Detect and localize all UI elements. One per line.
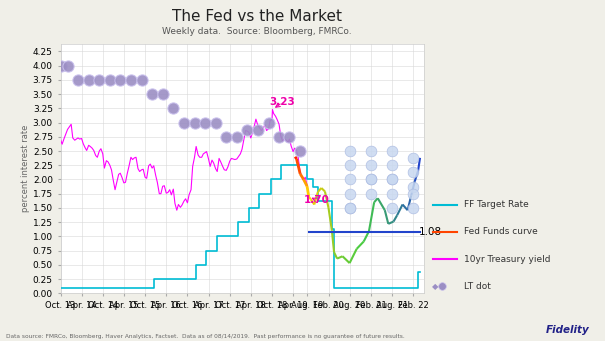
Text: Weekly data.  Source: Bloomberg, FMRCo.: Weekly data. Source: Bloomberg, FMRCo. [162, 27, 352, 36]
Point [387, 205, 397, 211]
Point [387, 177, 397, 182]
Text: ◆: ◆ [433, 282, 439, 291]
Text: 1.08: 1.08 [419, 227, 442, 237]
Point [221, 134, 231, 139]
Text: 1.70: 1.70 [304, 195, 330, 205]
Point [158, 91, 168, 97]
Point [345, 205, 355, 211]
Point [211, 120, 220, 125]
Point [345, 148, 355, 154]
Point [345, 205, 355, 211]
Point [243, 127, 252, 132]
Text: Fidelity: Fidelity [546, 325, 590, 335]
Point [437, 284, 446, 289]
Point [84, 77, 94, 83]
Point [408, 191, 418, 196]
Text: 3.23: 3.23 [270, 98, 295, 107]
Point [264, 120, 273, 125]
Point [387, 177, 397, 182]
Text: Fed Funds curve: Fed Funds curve [464, 227, 538, 236]
Point [126, 77, 136, 83]
Point [284, 134, 294, 139]
Text: FF Target Rate: FF Target Rate [464, 200, 529, 209]
Point [345, 177, 355, 182]
Point [387, 191, 397, 196]
Point [94, 77, 104, 83]
Point [190, 120, 200, 125]
Point [345, 191, 355, 196]
Point [116, 77, 125, 83]
Point [168, 106, 178, 111]
Point [179, 120, 189, 125]
Point [366, 148, 376, 154]
Point [253, 127, 263, 132]
Point [408, 184, 418, 189]
Point [147, 91, 157, 97]
Point [408, 205, 418, 211]
Point [63, 63, 73, 69]
Point [73, 77, 83, 83]
Point [295, 148, 305, 154]
Point [366, 177, 376, 182]
Point [387, 148, 397, 154]
Point [366, 177, 376, 182]
Point [274, 134, 284, 139]
Point [232, 134, 241, 139]
Point [345, 163, 355, 168]
Point [408, 169, 418, 175]
Point [56, 63, 65, 69]
Point [387, 163, 397, 168]
Point [105, 77, 115, 83]
Text: LT dot: LT dot [464, 282, 491, 291]
Point [408, 155, 418, 161]
Point [137, 77, 146, 83]
Point [200, 120, 210, 125]
Point [366, 191, 376, 196]
Text: Data source: FMRCo, Bloomberg, Haver Analytics, Factset.  Data as of 08/14/2019.: Data source: FMRCo, Bloomberg, Haver Ana… [6, 334, 405, 339]
Y-axis label: percent interest rate: percent interest rate [21, 125, 30, 212]
Text: 10yr Treasury yield: 10yr Treasury yield [464, 255, 551, 264]
Point [366, 163, 376, 168]
Text: The Fed vs the Market: The Fed vs the Market [172, 9, 342, 24]
